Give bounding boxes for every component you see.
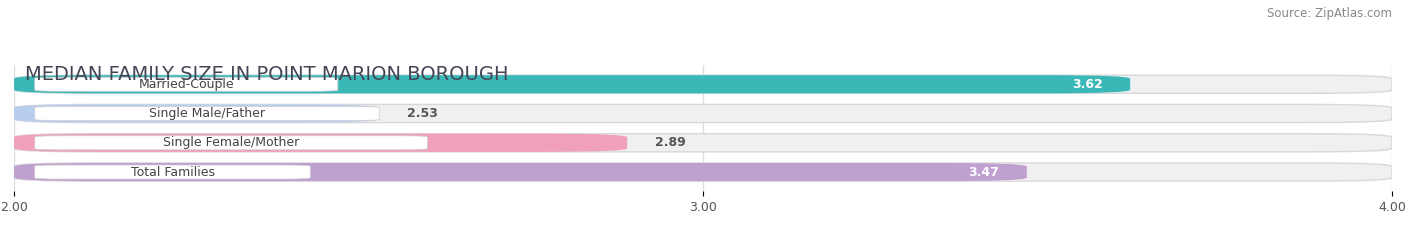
Text: 2.89: 2.89 (655, 136, 686, 149)
Text: Single Male/Father: Single Male/Father (149, 107, 264, 120)
Text: Source: ZipAtlas.com: Source: ZipAtlas.com (1267, 7, 1392, 20)
FancyBboxPatch shape (14, 134, 627, 152)
FancyBboxPatch shape (35, 77, 337, 91)
FancyBboxPatch shape (14, 75, 1130, 93)
FancyBboxPatch shape (14, 104, 380, 123)
FancyBboxPatch shape (35, 165, 311, 179)
Text: Total Families: Total Families (131, 165, 215, 178)
FancyBboxPatch shape (35, 136, 427, 150)
FancyBboxPatch shape (35, 106, 380, 120)
Text: 3.62: 3.62 (1071, 78, 1102, 91)
Text: Married-Couple: Married-Couple (138, 78, 235, 91)
FancyBboxPatch shape (14, 163, 1392, 181)
Text: 2.53: 2.53 (406, 107, 437, 120)
Text: MEDIAN FAMILY SIZE IN POINT MARION BOROUGH: MEDIAN FAMILY SIZE IN POINT MARION BOROU… (25, 65, 509, 84)
Text: 3.47: 3.47 (969, 165, 1000, 178)
FancyBboxPatch shape (14, 134, 1392, 152)
FancyBboxPatch shape (14, 75, 1392, 93)
FancyBboxPatch shape (14, 163, 1026, 181)
FancyBboxPatch shape (14, 104, 1392, 123)
Text: Single Female/Mother: Single Female/Mother (163, 136, 299, 149)
